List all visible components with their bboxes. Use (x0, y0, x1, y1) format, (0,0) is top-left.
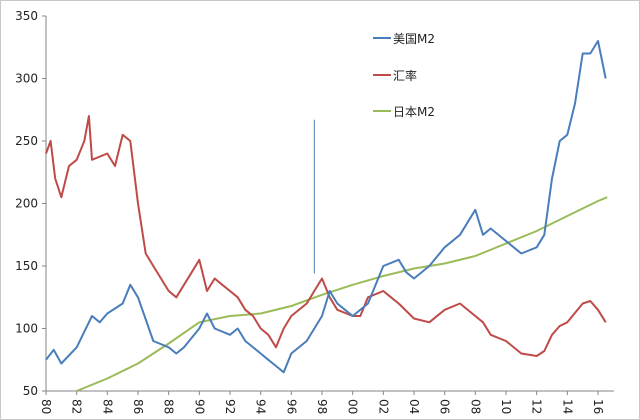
series-line-2 (76, 196, 608, 392)
x-tick-label: 84 (100, 399, 114, 414)
x-tick-label: 88 (162, 399, 176, 414)
x-tick-label: 80 (39, 399, 53, 414)
y-tick-label: 100 (15, 322, 38, 336)
x-tick-label: 86 (131, 399, 145, 414)
legend-label-1: 汇率 (393, 68, 417, 83)
x-tick-label: 14 (560, 399, 574, 414)
legend-label-2: 日本M2 (393, 105, 435, 119)
legend-label-0: 美国M2 (393, 32, 435, 46)
x-tick-label: 12 (530, 399, 544, 414)
x-tick-label: 96 (284, 399, 298, 414)
y-tick-label: 350 (15, 9, 38, 23)
x-tick-label: 00 (346, 399, 360, 414)
x-tick-label: 90 (192, 399, 206, 414)
x-tick-label: 06 (438, 399, 452, 414)
x-tick-label: 08 (468, 399, 482, 414)
y-tick-label: 50 (23, 384, 38, 398)
y-tick-label: 250 (15, 134, 38, 148)
x-tick-label: 16 (591, 399, 605, 414)
y-tick-label: 300 (15, 72, 38, 86)
x-tick-label: 94 (254, 399, 268, 414)
x-tick-label: 82 (70, 399, 84, 414)
y-tick-label: 150 (15, 259, 38, 273)
x-tick-label: 04 (407, 399, 421, 414)
y-tick-label: 200 (15, 197, 38, 211)
x-tick-label: 92 (223, 399, 237, 414)
series-line-0 (45, 40, 607, 374)
x-tick-label: 02 (376, 399, 390, 414)
x-tick-label: 98 (315, 399, 329, 414)
x-tick-label: 10 (499, 399, 513, 414)
series-line-1 (45, 115, 607, 357)
